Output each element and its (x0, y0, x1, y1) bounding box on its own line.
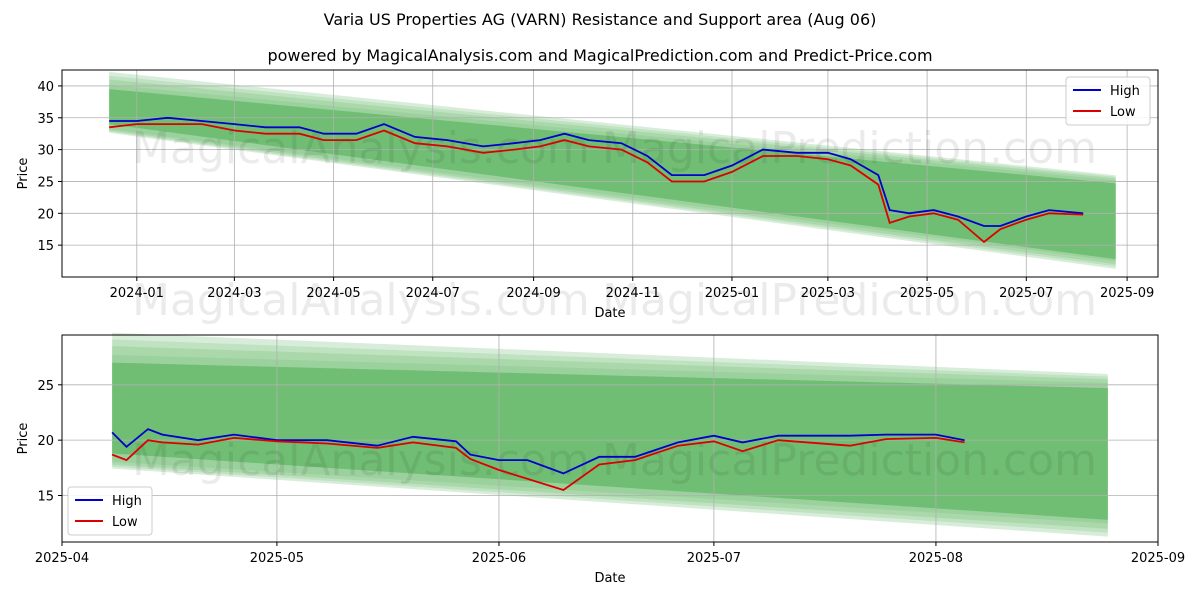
watermark-text: MagicalPrediction.com (602, 275, 1097, 326)
chart-title: Varia US Properties AG (VARN) Resistance… (323, 10, 877, 29)
band-core (112, 362, 1108, 520)
x-tick-label: 2025-09 (1131, 551, 1185, 566)
x-tick-label: 2025-01 (705, 286, 759, 301)
x-tick-label: 2025-03 (801, 286, 855, 301)
watermark-group: MagicalAnalysis.com MagicalPrediction.com (132, 435, 1097, 486)
chart-subtitle: powered by MagicalAnalysis.com and Magic… (267, 46, 933, 65)
band-core (109, 89, 1116, 260)
x-tick-label: 2024-11 (606, 286, 660, 301)
y-tick-label: 40 (37, 80, 54, 95)
chart-panel-2: MagicalAnalysis.com MagicalPrediction.com… (16, 332, 1185, 586)
x-tick-label: 2025-07 (687, 551, 741, 566)
x-tick-label: 2024-09 (506, 286, 560, 301)
x-tick-label: 2024-03 (207, 286, 261, 301)
series-line-high (109, 116, 1084, 227)
x-axis-label: Date (594, 306, 625, 321)
watermark-text: MagicalAnalysis.com (132, 275, 590, 326)
x-tick-label: 2024-01 (110, 286, 164, 301)
x-tick-label: 2025-06 (472, 551, 526, 566)
chart-panel-1: MagicalAnalysis.comMagicalPrediction.com… (16, 69, 1159, 326)
x-axis-label: Date (594, 571, 625, 586)
x-tick-label: 2025-04 (35, 551, 89, 566)
x-tick-label: 2025-05 (900, 286, 954, 301)
plot-frame (61, 334, 1159, 543)
series-line-low (111, 436, 965, 491)
x-tick-label: 2025-08 (909, 551, 963, 566)
y-tick-label: 15 (37, 490, 54, 505)
y-axis-label: Price (16, 158, 31, 190)
series-line-low (109, 123, 1084, 244)
plot-frame (61, 69, 1159, 278)
y-tick-label: 20 (37, 434, 54, 449)
x-tick-label: 2025-05 (250, 551, 304, 566)
y-tick-label: 35 (37, 112, 54, 127)
x-tick-label: 2024-05 (306, 286, 360, 301)
watermark-text: MagicalPrediction.com (602, 123, 1097, 174)
legend-label-high: High (1110, 84, 1140, 99)
y-tick-label: 30 (37, 144, 54, 159)
x-tick-label: 2025-07 (999, 286, 1053, 301)
support-resistance-band (112, 332, 1108, 537)
watermark-text: MagicalPrediction.com (602, 435, 1097, 486)
legend: High Low (67, 486, 153, 536)
y-tick-label: 25 (37, 175, 54, 190)
y-tick-label: 15 (37, 239, 54, 254)
legend-label-high: High (112, 494, 142, 509)
y-tick-label: 20 (37, 207, 54, 222)
x-tick-label: 2024-07 (406, 286, 460, 301)
legend-label-low: Low (112, 515, 138, 530)
legend-label-low: Low (1110, 105, 1136, 120)
x-tick-label: 2025-09 (1100, 286, 1154, 301)
legend: High Low (1065, 76, 1151, 126)
y-axis-label: Price (16, 423, 31, 455)
series-line-high (111, 428, 965, 475)
y-tick-label: 25 (37, 379, 54, 394)
